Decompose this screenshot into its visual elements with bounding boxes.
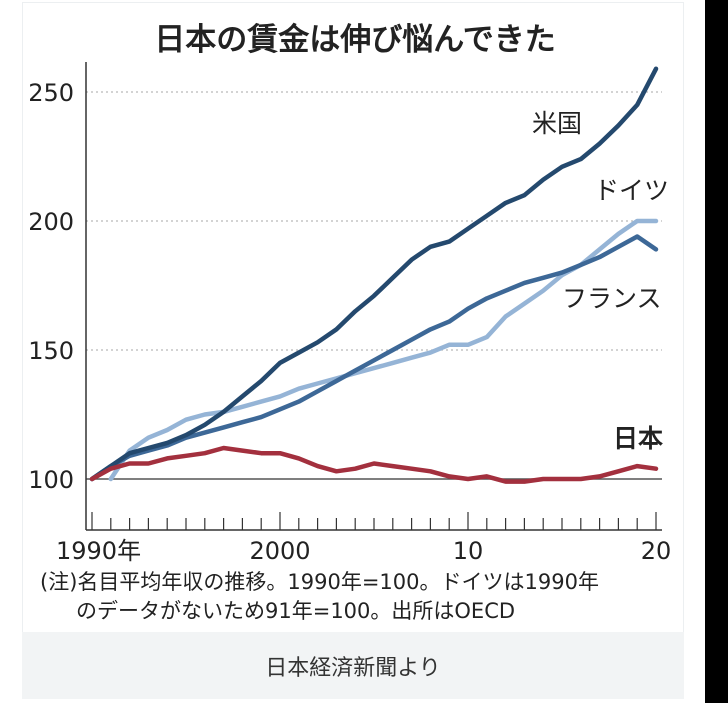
series-lines xyxy=(89,66,659,484)
series-line-france xyxy=(89,234,659,482)
y-tick-label-200: 200 xyxy=(28,208,74,236)
x-tick-label-2000: 2000 xyxy=(249,537,310,565)
x-tick-label-1990: 1990年 xyxy=(56,537,141,565)
series-label-france: フランス xyxy=(562,284,662,313)
y-tick-label-250: 250 xyxy=(28,79,74,107)
footnote: (注)名目平均年収の推移。1990年=100。ドイツは1990年のデータがないた… xyxy=(40,570,599,623)
series-line-japan xyxy=(89,445,659,484)
chart-title: 日本の賃金は伸び悩んできた xyxy=(154,22,555,58)
series-line-us xyxy=(89,66,659,482)
footnote-line-2: のデータがないため91年=100。出所はOECD xyxy=(76,599,515,623)
x-tick-label-2020: 20 xyxy=(641,537,672,565)
x-tick-label-2010: 10 xyxy=(453,537,484,565)
caption-bar: 日本経済新聞より xyxy=(22,632,684,699)
series-label-us: 米国 xyxy=(532,109,582,138)
series-label-japan: 日本 xyxy=(613,424,663,453)
y-tick-label-150: 150 xyxy=(28,337,74,365)
y-tick-label-100: 100 xyxy=(28,466,74,494)
footnote-line-1: (注)名目平均年収の推移。1990年=100。ドイツは1990年 xyxy=(40,570,599,594)
right-edge-strip xyxy=(705,0,728,703)
axes: 100 150 200 250 1990年 2000 10 20 xyxy=(28,62,671,565)
caption-text: 日本経済新聞より xyxy=(265,655,441,681)
series-label-germany: ドイツ xyxy=(594,176,669,205)
